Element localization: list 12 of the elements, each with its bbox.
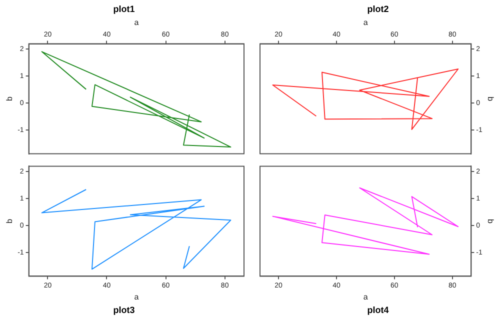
text: plot4 — [367, 305, 389, 316]
x-axis-title: a — [134, 18, 140, 27]
chart-title: plot1 — [113, 4, 135, 14]
y2-axis-title: b — [486, 96, 495, 102]
y-axis-title: b — [5, 218, 14, 224]
chart-title: plot2 — [367, 4, 389, 14]
x-axis-title: a — [363, 292, 368, 302]
text: plot3 — [113, 305, 135, 316]
x-axis-title: a — [363, 18, 368, 27]
x-axis-title: a — [134, 292, 140, 302]
y-axis-title: b — [5, 96, 14, 102]
y2-axis-title: b — [486, 218, 495, 224]
